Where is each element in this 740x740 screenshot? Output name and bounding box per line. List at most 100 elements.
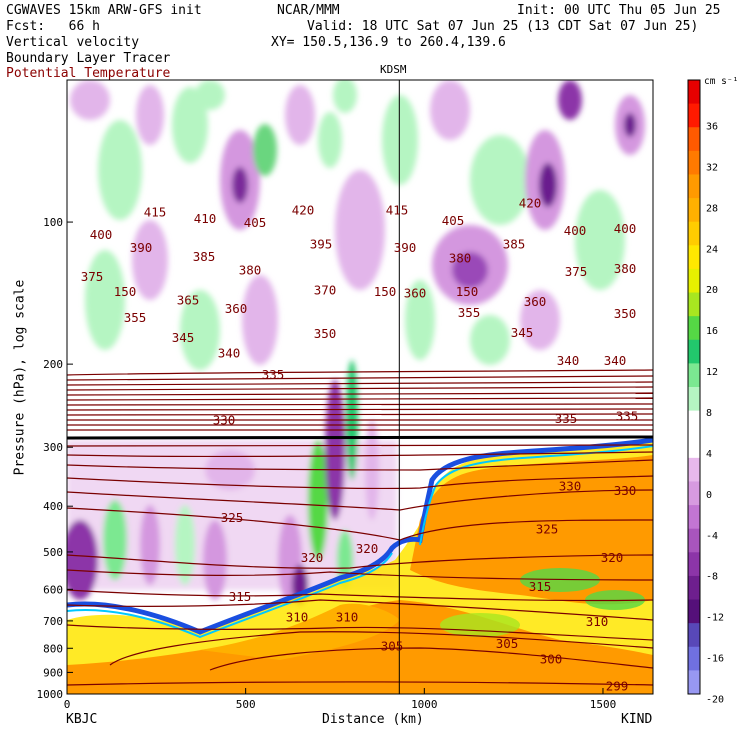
theta-label: 400 (614, 221, 637, 236)
y-tick-label: 900 (43, 666, 63, 679)
colorbar-swatch (688, 221, 700, 246)
field-vertical-velocity: Vertical velocity (6, 35, 140, 50)
theta-label: 320 (601, 550, 624, 565)
theta-label: 380 (449, 251, 472, 266)
theta-label: 315 (229, 589, 252, 604)
colorbar-swatch (688, 316, 700, 341)
colorbar-swatch (688, 552, 700, 577)
y-tick-label: 600 (43, 583, 63, 596)
colorbar-swatch (688, 245, 700, 270)
theta-label: 405 (442, 213, 465, 228)
theta-label: 310 (286, 609, 309, 624)
init-time: Init: 00 UTC Thu 05 Jun 25 (517, 3, 721, 18)
theta-label: 410 (194, 211, 217, 226)
colorbar-frame (687, 79, 701, 695)
theta-label: 360 (524, 294, 547, 309)
theta-label: 385 (193, 249, 216, 264)
theta-label: 365 (177, 293, 200, 308)
theta-label: 335 (555, 411, 578, 426)
colorbar-swatch (688, 268, 700, 294)
theta-label: 330 (213, 412, 236, 427)
theta-label: 340 (604, 353, 627, 368)
theta-label: 340 (218, 346, 241, 361)
theta-label: 380 (614, 261, 637, 276)
kdsm-label: KDSM (380, 63, 407, 76)
colorbar-swatch (688, 339, 700, 364)
theta-label: 375 (81, 269, 104, 284)
theta-label: 330 (614, 483, 637, 498)
theta-label: 415 (144, 205, 167, 220)
x-tick-label: 500 (236, 698, 256, 711)
colorbar-label: -16 (706, 654, 724, 665)
theta-label: 420 (292, 202, 315, 217)
theta-label: 360 (225, 301, 248, 316)
y-tick-label: 800 (43, 642, 63, 655)
theta-label: 320 (301, 550, 324, 565)
colorbar-swatch (688, 599, 700, 624)
x-tick-label: 1500 (590, 698, 617, 711)
theta-label: 415 (386, 202, 409, 217)
y-tick-label: 200 (43, 358, 63, 371)
colorbar-swatch (688, 387, 700, 412)
colorbar: 36 32 28 24 20 16 12 8 4 0 -4 -8 -12 -16 -20 (687, 79, 724, 706)
colorbar-label: -4 (706, 531, 718, 542)
cross-section-coords: XY= 150.5,136.9 to 260.4,139.6 (271, 35, 506, 50)
theta-label: 315 (529, 579, 552, 594)
colorbar-swatch (688, 174, 700, 199)
colorbar-label: -12 (706, 613, 724, 624)
field-bl-tracer: Boundary Layer Tracer (6, 51, 171, 66)
x-tick-label: 1000 (411, 698, 438, 711)
theta-label: 385 (503, 236, 526, 251)
valid-time: Valid: 18 UTC Sat 07 Jun 25 (13 CDT Sat … (307, 19, 699, 34)
theta-label: 400 (564, 223, 587, 238)
colorbar-swatch (688, 103, 700, 128)
station-left-label: KBJC (66, 712, 98, 727)
forecast-hour: Fcst: 66 h (6, 19, 100, 34)
theta-label: 310 (336, 609, 359, 624)
y-tick-label: 700 (43, 615, 63, 628)
x-axis-ticks: 0 500 1000 1500 (64, 688, 617, 711)
theta-label: 380 (239, 262, 262, 277)
theta-label: 420 (519, 196, 542, 211)
theta-label: 350 (614, 306, 637, 321)
theta-label: 150 (374, 284, 397, 299)
theta-label: 405 (244, 215, 267, 230)
theta-label: 370 (314, 283, 337, 298)
colorbar-swatch (688, 292, 700, 317)
colorbar-label: 36 (706, 121, 718, 132)
colorbar-swatch (688, 646, 700, 671)
colorbar-label: 16 (706, 326, 718, 337)
colorbar-swatch (688, 127, 700, 152)
colorbar-label: 8 (706, 408, 712, 419)
x-tick-label: 0 (64, 698, 71, 711)
theta-label: 310 (586, 614, 609, 629)
theta-label: 400 (90, 227, 113, 242)
colorbar-label: 4 (706, 449, 712, 460)
theta-label: 360 (404, 285, 427, 300)
field-potential-temperature: Potential Temperature (6, 66, 171, 81)
theta-label: 395 (310, 236, 333, 251)
theta-label: 300 (540, 651, 563, 666)
vertical-velocity-field (67, 80, 653, 694)
colorbar-swatch (688, 434, 700, 459)
theta-label: 325 (221, 510, 244, 525)
colorbar-label: 12 (706, 367, 718, 378)
y-tick-label: 1000 (37, 688, 64, 701)
y-tick-label: 400 (43, 500, 63, 513)
y-axis-label: Pressure (hPa), log scale (12, 279, 28, 476)
theta-label: 325 (536, 522, 559, 537)
plot-frame (66, 79, 654, 695)
colorbar-label: 0 (706, 490, 712, 501)
theta-label: 375 (565, 264, 588, 279)
theta-label: 150 (456, 284, 479, 299)
theta-label: 299 (606, 679, 629, 694)
theta-label: 340 (557, 353, 580, 368)
colorbar-swatch (688, 150, 700, 175)
theta-label: 320 (356, 541, 379, 556)
colorbar-label: 28 (706, 203, 718, 214)
model-title: CGWAVES 15km ARW-GFS init (6, 3, 202, 18)
colorbar-swatch (688, 670, 700, 695)
colorbar-swatch (688, 623, 700, 648)
colorbar-swatch (688, 363, 700, 388)
